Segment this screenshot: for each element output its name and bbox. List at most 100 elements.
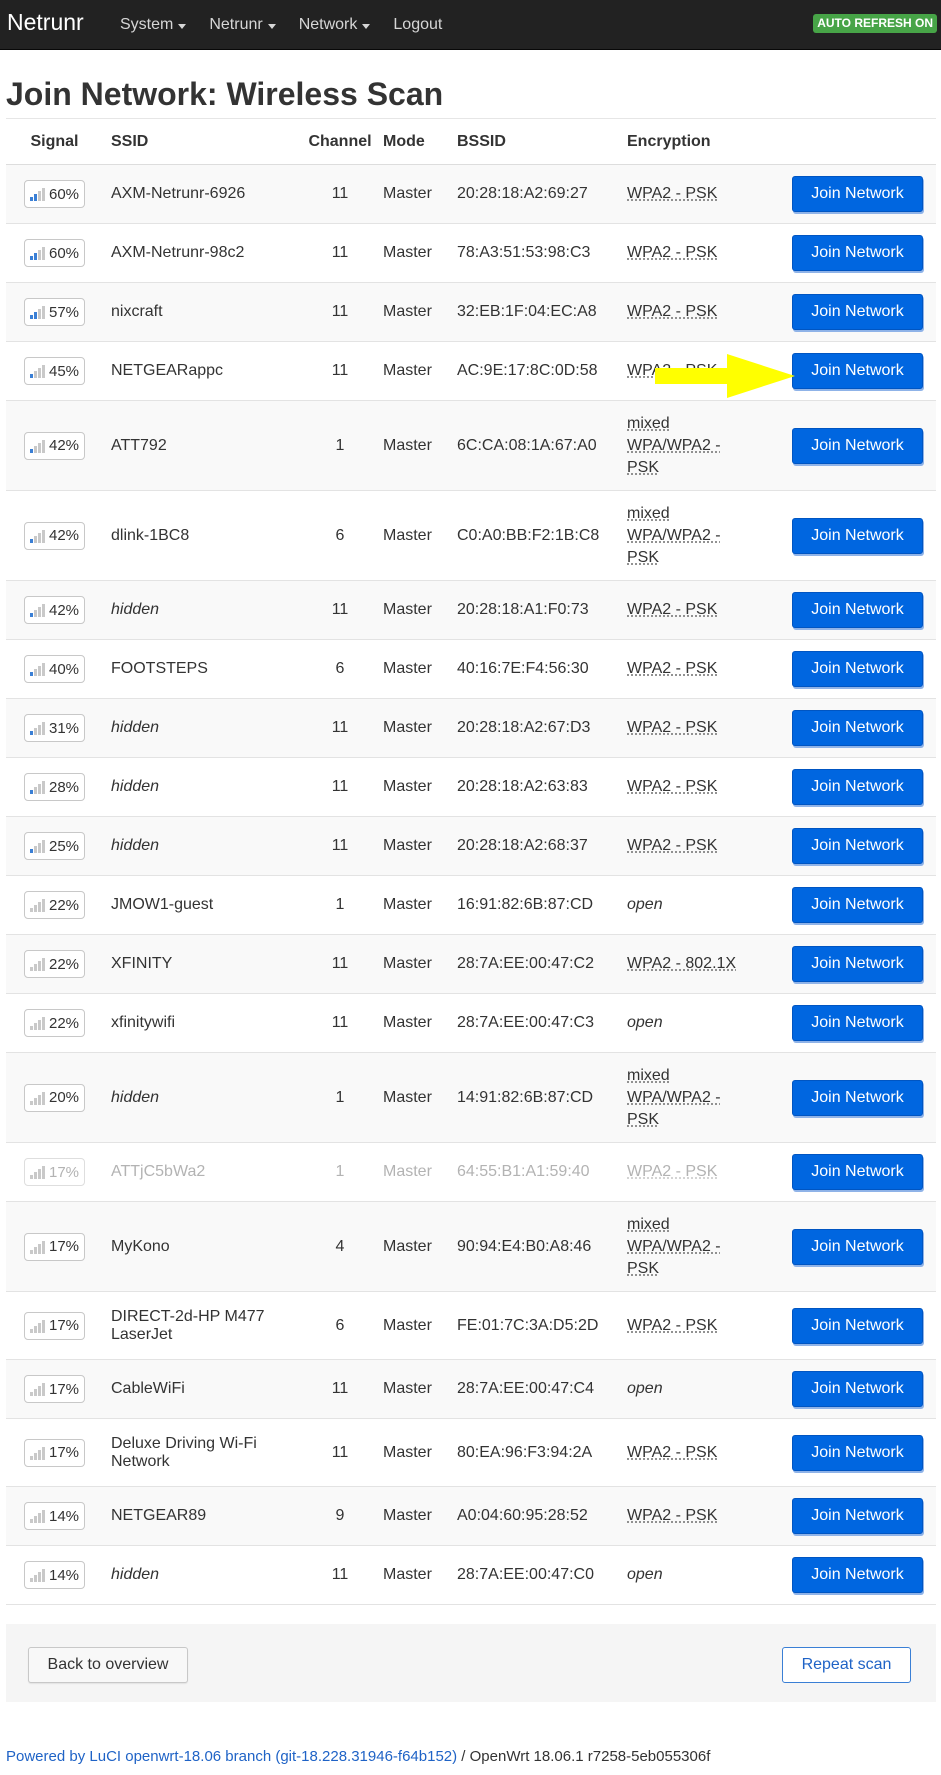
signal-percent: 17% [48,1317,80,1334]
join-network-button[interactable]: Join Network [792,828,923,864]
join-network-button[interactable]: Join Network [792,1005,923,1041]
nav-item-netrunr[interactable]: Netrunr [209,0,276,50]
action-cell: Join Network [773,816,936,876]
join-network-button[interactable]: Join Network [792,294,923,330]
table-row: 22% xfinitywifi 11 Master 28:7A:EE:00:47:C3 o… [6,993,936,1053]
action-cell: Join Network [773,1418,936,1487]
table-header-row: Signal SSID Channel Mode BSSID Encryptio… [6,118,936,165]
signal-strength-icon [29,1091,46,1105]
luci-link[interactable]: Powered by LuCI openwrt-18.06 branch (gi… [6,1748,458,1765]
bssid-cell: AC:9E:17:8C:0D:58 [457,341,627,401]
mode-cell: Master [383,816,457,876]
bssid-cell: 28:7A:EE:00:47:C2 [457,934,627,994]
signal-cell: 60% [6,164,103,224]
back-to-overview-button[interactable]: Back to overview [28,1647,188,1683]
join-network-button[interactable]: Join Network [792,710,923,746]
ssid-cell: DIRECT-2d-HP M477 LaserJet [103,1291,297,1360]
join-network-button[interactable]: Join Network [792,946,923,982]
signal-cell: 28% [6,757,103,817]
nav-item-system[interactable]: System [120,0,187,50]
join-network-button[interactable]: Join Network [792,1434,923,1471]
encryption-value: mixed WPA/WPA2 - PSK [627,1215,721,1277]
table-row: 42% hidden 11 Master 20:28:18:A1:F0:73 WPA2 -… [6,580,936,640]
signal-strength-icon [29,246,46,260]
table-row: 45% NETGEARappc 11 Master AC:9E:17:8C:0D:58 W… [6,341,936,401]
encryption-value: WPA2 - PSK [627,185,718,202]
table-row: 25% hidden 11 Master 20:28:18:A2:68:37 WPA2 -… [6,816,936,876]
table-row: 28% hidden 11 Master 20:28:18:A2:63:83 WPA2 -… [6,757,936,817]
join-network-button[interactable]: Join Network [792,427,923,464]
encryption-value: WPA2 - PSK [627,303,718,320]
channel-cell: 1 [297,875,383,935]
ssid-cell: XFINITY [103,934,297,994]
join-network-button[interactable]: Join Network [792,651,923,687]
brand-logo[interactable]: Netrunr [7,9,84,35]
channel-cell: 11 [297,1359,383,1419]
signal-strength-icon [29,364,46,378]
join-network-button[interactable]: Join Network [792,1154,923,1190]
encryption-cell: mixed WPA/WPA2 - PSK [627,490,773,581]
signal-cell: 45% [6,341,103,401]
encryption-value: open [627,896,663,913]
channel-cell: 11 [297,223,383,283]
join-network-button[interactable]: Join Network [792,1228,923,1265]
join-network-button[interactable]: Join Network [792,353,923,389]
signal-indicator: 17% [23,1311,86,1340]
channel-cell: 11 [297,580,383,640]
join-network-button[interactable]: Join Network [792,1557,923,1593]
join-network-button[interactable]: Join Network [792,235,923,271]
mode-cell: Master [383,164,457,224]
channel-cell: 6 [297,639,383,699]
join-network-button[interactable]: Join Network [792,592,923,628]
signal-strength-icon [29,1016,46,1030]
join-network-button[interactable]: Join Network [792,1079,923,1116]
bssid-cell: C0:A0:BB:F2:1B:C8 [457,490,627,581]
join-network-button[interactable]: Join Network [792,1371,923,1407]
channel-cell: 11 [297,698,383,758]
bssid-cell: 78:A3:51:53:98:C3 [457,223,627,283]
action-cell: Join Network [773,282,936,342]
nav-item-network[interactable]: Network [299,0,371,50]
yellow-arrow-annotation [655,354,795,398]
join-network-button[interactable]: Join Network [792,517,923,554]
table-row: 60% AXM-Netrunr-6926 11 Master 20:28:18:A2:6… [6,164,936,224]
encryption-cell: WPA2 - PSK [627,1291,773,1360]
signal-percent: 42% [48,437,80,454]
signal-percent: 22% [48,896,80,914]
repeat-scan-button[interactable]: Repeat scan [782,1647,911,1683]
join-network-button[interactable]: Join Network [792,176,923,212]
signal-indicator: 42% [23,596,86,624]
signal-cell: 22% [6,993,103,1053]
bssid-cell: 20:28:18:A2:68:37 [457,816,627,876]
actions-panel: Back to overview Repeat scan [6,1624,936,1702]
signal-indicator: 20% [23,1083,86,1112]
encryption-value: WPA2 - PSK [627,778,718,795]
bssid-cell: 20:28:18:A1:F0:73 [457,580,627,640]
mode-cell: Master [383,1359,457,1419]
mode-cell: Master [383,1201,457,1292]
join-network-button[interactable]: Join Network [792,769,923,805]
ssid-cell: JMOW1-guest [103,875,297,935]
signal-strength-icon [29,1165,46,1179]
ssid-cell: hidden [103,1052,297,1143]
channel-cell: 11 [297,164,383,224]
encryption-cell: WPA2 - PSK [627,698,773,758]
page-title: Join Network: Wireless Scan [6,76,444,112]
caret-down-icon [178,23,187,29]
ssid-cell: hidden [103,757,297,817]
auto-refresh-badge[interactable]: AUTO REFRESH ON [813,14,937,33]
channel-cell: 11 [297,282,383,342]
channel-cell: 11 [297,757,383,817]
encryption-cell: WPA2 - PSK [627,164,773,224]
join-network-button[interactable]: Join Network [792,887,923,923]
bssid-cell: 40:16:7E:F4:56:30 [457,639,627,699]
caret-down-icon [267,23,276,29]
encryption-cell: WPA2 - PSK [627,639,773,699]
channel-cell: 1 [297,400,383,491]
join-network-button[interactable]: Join Network [792,1307,923,1344]
signal-strength-icon [29,662,46,676]
signal-indicator: 17% [23,1232,86,1261]
action-cell: Join Network [773,1201,936,1292]
nav-item-logout[interactable]: Logout [393,0,442,50]
join-network-button[interactable]: Join Network [792,1498,923,1534]
